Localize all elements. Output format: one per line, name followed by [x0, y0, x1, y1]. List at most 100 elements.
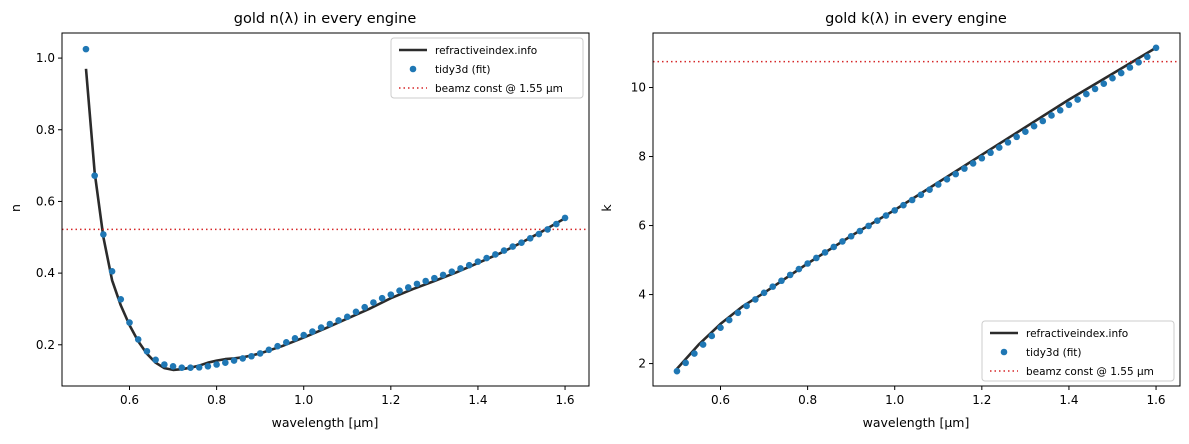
k-tidy3d-point	[926, 186, 933, 193]
k-ytick-label: 4	[638, 288, 646, 302]
k-tidy3d-point	[1048, 112, 1055, 119]
k-tidy3d-point	[760, 289, 768, 297]
k-ytick-label: 8	[638, 150, 646, 164]
n-tidy3d-point	[474, 258, 482, 265]
k-tidy3d-point	[943, 176, 951, 183]
k-tidy3d-point	[1152, 44, 1160, 52]
n-tidy3d-point	[161, 361, 168, 368]
n-xtick-label: 1.2	[381, 393, 400, 407]
k-tidy3d-point	[830, 243, 838, 251]
k-legend-label: beamz const @ 1.55 µm	[1026, 366, 1154, 378]
n-tidy3d-point	[204, 362, 212, 370]
n-xtick-label: 1.0	[294, 393, 313, 407]
n-tidy3d-point	[117, 295, 125, 303]
k-xtick-label: 1.4	[1059, 393, 1078, 407]
k-legend: refractiveindex.info tidy3d (fit) beamz co…	[981, 320, 1175, 382]
n-tidy3d-point	[553, 220, 560, 228]
n-tidy3d-point	[274, 342, 281, 350]
k-plot-area	[653, 44, 1180, 375]
n-tidy3d-point	[526, 235, 534, 242]
n-tidy3d-point	[108, 268, 116, 275]
k-tidy3d-point	[778, 277, 785, 285]
n-tidy3d-point	[126, 319, 133, 326]
n-tidy3d-point	[483, 254, 490, 262]
n-tidy3d-point	[300, 331, 308, 339]
k-tidy3d-point	[1117, 69, 1125, 77]
n-tidy3d-point	[265, 346, 273, 354]
k-tidy3d-point	[1039, 117, 1047, 125]
k-tidy3d-point	[1056, 106, 1064, 114]
k-tidy3d-point	[917, 191, 925, 199]
k-tidy3d-point	[743, 302, 750, 310]
n-chart-title: gold n(λ) in every engine	[234, 11, 417, 27]
n-legend-label: beamz const @ 1.55 µm	[435, 83, 563, 95]
k-tidy3d-point	[995, 144, 1003, 151]
n-tidy3d-point	[134, 336, 142, 343]
n-legend-box	[390, 37, 584, 99]
n-tidy3d-point	[352, 308, 360, 316]
k-tidy3d-point	[795, 265, 803, 273]
k-ytick-label: 10	[631, 81, 646, 95]
k-tidy3d-point	[786, 271, 794, 279]
k-chart-panel: gold k(λ) in every engine wavelength [µm…	[599, 11, 1181, 430]
n-legend: refractiveindex.info tidy3d (fit) beamz co…	[390, 37, 584, 99]
n-tidy3d-point	[404, 284, 412, 291]
k-xtick-label: 1.6	[1146, 393, 1165, 407]
n-tidy3d-point	[465, 261, 473, 269]
n-ytick-label: 0.6	[36, 194, 55, 208]
n-tidy3d-point	[91, 172, 98, 179]
n-tidy3d-point	[248, 352, 255, 360]
n-tidy3d-point	[448, 268, 456, 275]
n-legend-label: tidy3d (fit)	[435, 64, 491, 76]
k-tidy3d-point	[908, 196, 916, 204]
n-tidy3d-point	[283, 338, 290, 346]
n-tidy3d-point	[291, 335, 299, 342]
n-tidy3d-point	[378, 294, 386, 302]
k-tidy3d-point	[1065, 101, 1073, 109]
n-tidy3d-point	[439, 271, 447, 279]
k-tidy3d-point	[882, 212, 890, 219]
k-tidy3d-point	[734, 309, 742, 317]
k-xtick-label: 0.6	[711, 393, 730, 407]
n-tidy3d-point	[535, 230, 543, 238]
k-tidy3d-point	[900, 201, 907, 209]
k-tidy3d-point	[978, 154, 986, 162]
n-tidy3d-point	[343, 313, 351, 321]
k-tidy3d-point	[987, 149, 994, 157]
n-chart-panel: gold n(λ) in every engine wavelength [µm…	[8, 11, 590, 430]
n-tidy3d-point	[561, 214, 569, 222]
k-chart-title: gold k(λ) in every engine	[825, 11, 1007, 27]
k-tidy3d-point	[865, 222, 872, 230]
k-tidy3d-point	[1083, 90, 1090, 98]
k-tidy3d-point	[847, 232, 855, 240]
k-tidy3d-point	[804, 260, 811, 267]
n-tidy3d-point	[509, 243, 517, 250]
k-ytick-label: 6	[638, 219, 646, 233]
n-tidy3d-point	[222, 359, 229, 367]
k-tidy3d-point	[1135, 59, 1142, 66]
n-ytick-label: 0.8	[36, 123, 55, 137]
k-tidy3d-point	[839, 238, 846, 245]
n-tidy3d-point	[387, 291, 395, 298]
k-tidy3d-point	[1091, 85, 1099, 93]
n-tidy3d-point	[195, 364, 203, 371]
n-tidy3d-point	[143, 347, 151, 355]
n-tidy3d-point	[256, 350, 264, 357]
n-tidy3d-point	[169, 362, 177, 370]
n-tidy3d-point	[492, 251, 499, 258]
n-tidy3d-point	[82, 45, 90, 53]
n-legend-label: refractiveindex.info	[435, 45, 537, 57]
n-tidy3d-point	[152, 356, 159, 364]
k-tidy3d-point	[821, 249, 829, 256]
k-series-line-refractiveindex	[676, 46, 1157, 370]
k-axes-frame	[652, 32, 1181, 387]
n-tidy3d-point	[500, 247, 508, 254]
n-tidy3d-point	[335, 317, 342, 324]
k-tidy3d-point	[934, 181, 942, 188]
k-tidy3d-point	[673, 367, 681, 375]
k-tidy3d-point	[856, 227, 864, 235]
n-tidy3d-point	[239, 355, 247, 362]
n-legend-marker-swatch	[409, 65, 417, 73]
n-xtick-label: 1.6	[555, 393, 574, 407]
k-legend-label: tidy3d (fit)	[1026, 347, 1082, 359]
